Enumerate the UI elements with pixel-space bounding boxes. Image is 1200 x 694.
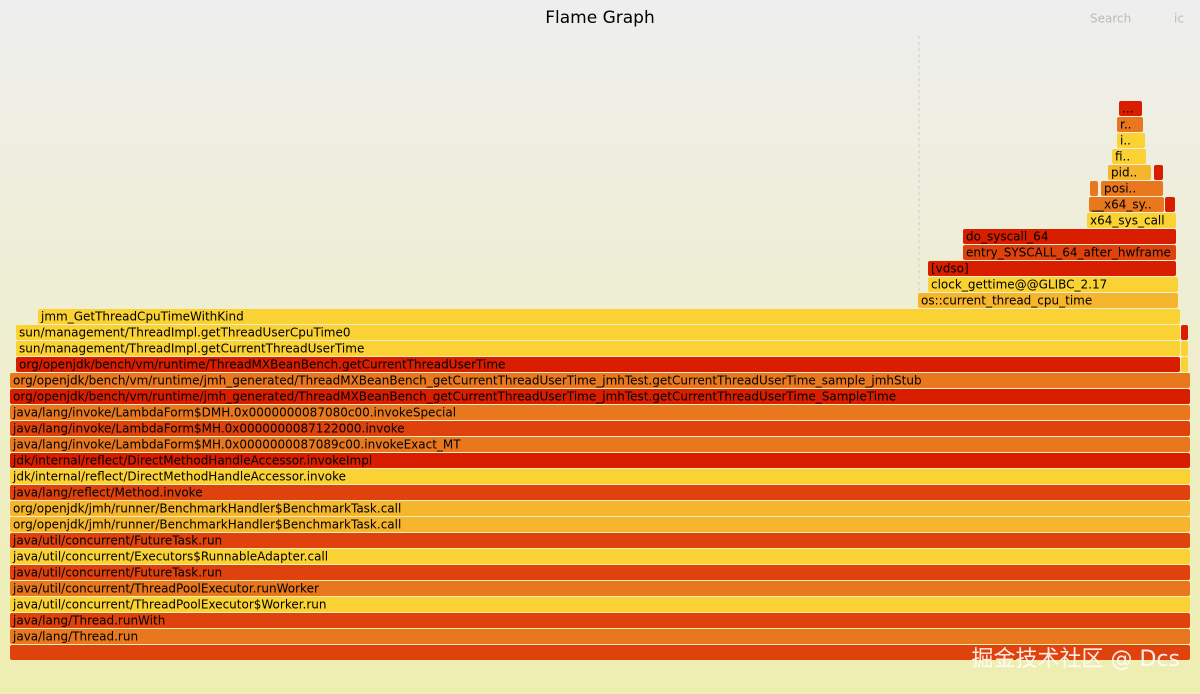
frame[interactable] (1108, 165, 1151, 180)
frame[interactable] (10, 597, 1190, 612)
frame-label: sun/management/ThreadImpl.getThreadUserC… (19, 326, 351, 340)
frame[interactable] (1165, 197, 1175, 212)
frame[interactable] (10, 453, 1190, 468)
frame[interactable] (1087, 213, 1176, 228)
frame-label: __x64_sy.. (1091, 198, 1152, 212)
frame-label: org/openjdk/jmh/runner/BenchmarkHandler$… (13, 518, 401, 532)
frame-label: jdk/internal/reflect/DirectMethodHandleA… (12, 470, 346, 484)
frame[interactable] (10, 645, 1190, 660)
frame[interactable] (1181, 341, 1188, 356)
frame[interactable] (10, 565, 1190, 580)
frame[interactable] (963, 229, 1176, 244)
frame[interactable] (928, 261, 1176, 276)
frame-label: r.. (1120, 118, 1131, 132)
frame[interactable] (1154, 165, 1163, 180)
frame[interactable] (10, 405, 1190, 420)
frame[interactable] (918, 293, 1178, 308)
frame[interactable] (10, 469, 1190, 484)
frame-label: java/lang/invoke/LambdaForm$MH.0x0000000… (12, 438, 461, 452)
frame-label: java/lang/invoke/LambdaForm$DMH.0x000000… (12, 406, 456, 420)
frame[interactable] (928, 277, 1178, 292)
frame[interactable] (1117, 117, 1143, 132)
frame-label: org/openjdk/jmh/runner/BenchmarkHandler$… (13, 502, 401, 516)
frame-label: java/lang/Thread.run (12, 630, 138, 644)
frame[interactable] (10, 517, 1190, 532)
frame[interactable] (10, 421, 1190, 436)
frame[interactable] (1112, 149, 1146, 164)
frame-label: sun/management/ThreadImpl.getCurrentThre… (19, 342, 364, 356)
frame[interactable] (1181, 325, 1188, 340)
title: Flame Graph (545, 8, 655, 28)
frame-label: fi.. (1115, 150, 1130, 164)
frame[interactable] (1117, 133, 1145, 148)
frame[interactable] (10, 629, 1190, 644)
frame-label: jdk/internal/reflect/DirectMethodHandleA… (12, 454, 372, 468)
frame-label: clock_gettime@@GLIBC_2.17 (931, 278, 1107, 292)
frame-label: x64_sys_call (1090, 214, 1165, 228)
frame-label: jmm_GetThreadCpuTimeWithKind (40, 310, 244, 324)
frame[interactable] (10, 533, 1190, 548)
frame[interactable] (10, 485, 1190, 500)
frame[interactable] (1181, 357, 1188, 372)
frame[interactable] (10, 549, 1190, 564)
frame[interactable] (1089, 197, 1164, 212)
frame-label: java/lang/Thread.runWith (12, 614, 165, 628)
frame-label: java/util/concurrent/Executors$RunnableA… (12, 550, 328, 564)
frame-label: org/openjdk/bench/vm/runtime/jmh_generat… (13, 390, 896, 404)
frame[interactable] (10, 373, 1190, 388)
frame[interactable] (963, 245, 1176, 260)
frame-label: pid.. (1111, 166, 1137, 180)
frame[interactable] (10, 581, 1190, 596)
search-button[interactable]: Search (1090, 12, 1131, 26)
frame[interactable] (16, 341, 1180, 356)
frame[interactable] (10, 501, 1190, 516)
frame[interactable] (10, 389, 1190, 404)
frame-label: [vdso] (931, 262, 969, 276)
frame[interactable] (16, 325, 1180, 340)
frame[interactable] (1119, 101, 1142, 116)
frame-label: entry_SYSCALL_64_after_hwframe (966, 246, 1171, 260)
frame[interactable] (38, 309, 1180, 324)
frame-label: do_syscall_64 (966, 230, 1048, 244)
frame-label: posi.. (1104, 182, 1136, 196)
frame-label: java/lang/invoke/LambdaForm$MH.0x0000000… (12, 422, 405, 436)
frame-label: org/openjdk/bench/vm/runtime/jmh_generat… (13, 374, 922, 388)
frame-label: java/util/concurrent/FutureTask.run (12, 534, 222, 548)
frame-label: java/lang/reflect/Method.invoke (12, 486, 203, 500)
frame-label: java/util/concurrent/ThreadPoolExecutor.… (12, 582, 319, 596)
frame-label: ... (1122, 102, 1133, 116)
frame[interactable] (10, 613, 1190, 628)
frame[interactable] (10, 437, 1190, 452)
frame[interactable] (16, 357, 1180, 372)
frame[interactable] (1090, 181, 1098, 196)
frame-label: i.. (1120, 134, 1131, 148)
frame-label: os::current_thread_cpu_time (921, 294, 1092, 308)
frame-label: org/openjdk/bench/vm/runtime/ThreadMXBea… (19, 358, 505, 372)
watermark: 掘金技术社区 @ Dcs (972, 647, 1181, 672)
ic-button[interactable]: ic (1174, 12, 1184, 26)
frame[interactable] (1101, 181, 1163, 196)
frame-label: java/util/concurrent/ThreadPoolExecutor$… (12, 598, 327, 612)
frame-label: java/util/concurrent/FutureTask.run (12, 566, 222, 580)
